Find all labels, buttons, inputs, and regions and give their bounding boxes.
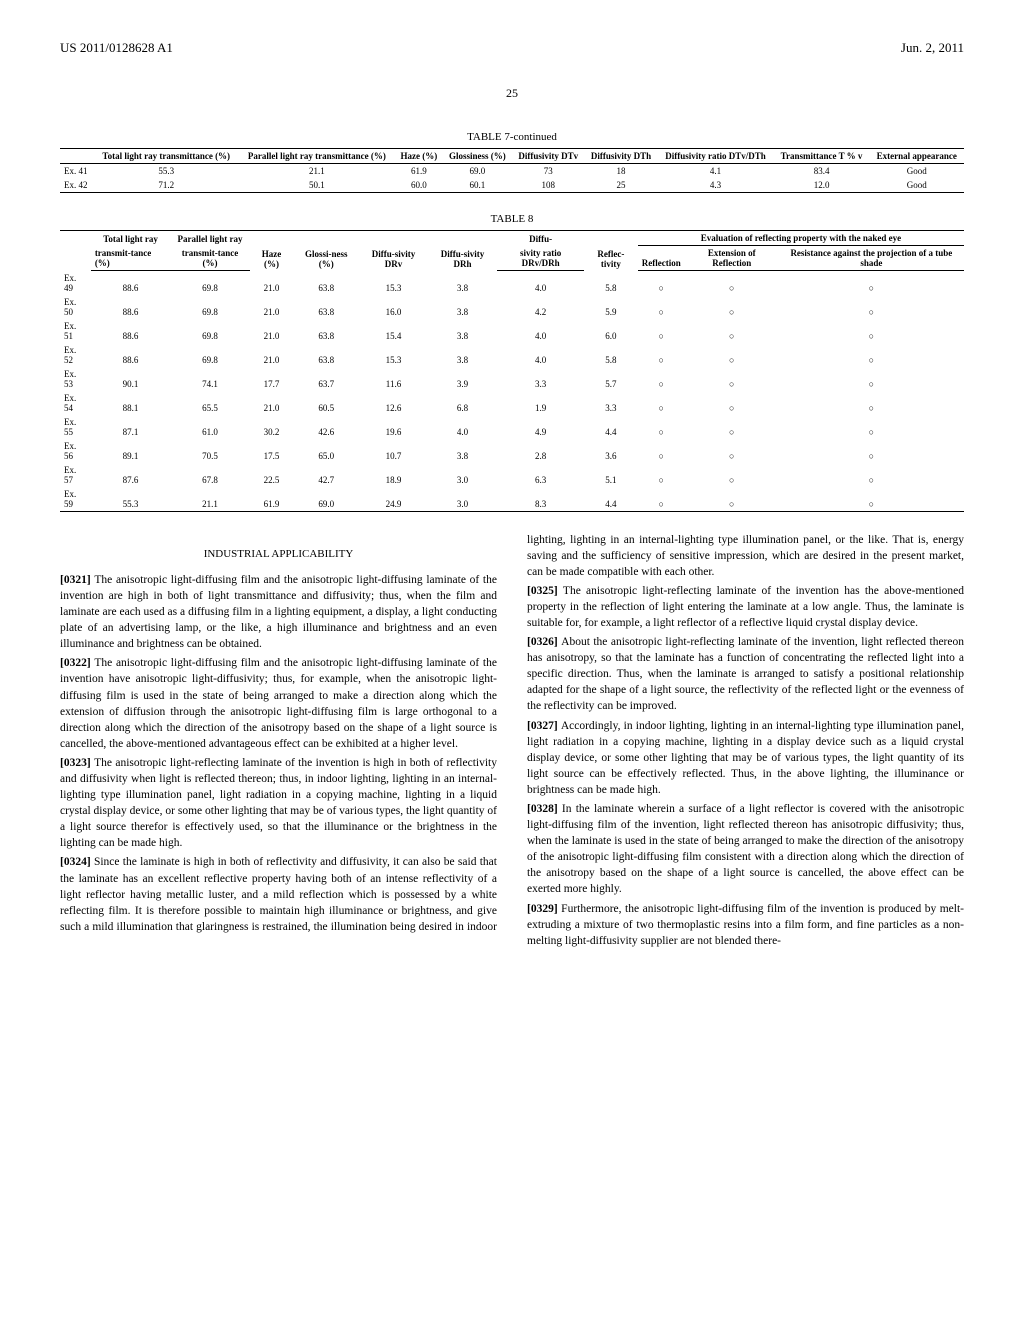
- table-row: Ex. 5955.321.161.969.024.93.08.34.4○○○: [60, 487, 964, 512]
- table-row: Ex. 5288.669.821.063.815.33.84.05.8○○○: [60, 343, 964, 367]
- paragraph: [0328] In the laminate wherein a surface…: [527, 801, 964, 898]
- paragraph: [0325] The anisotropic light-reflecting …: [527, 583, 964, 631]
- paragraph: [0327] Accordingly, in indoor lighting, …: [527, 718, 964, 798]
- paragraph: [0323] The anisotropic light-reflecting …: [60, 755, 497, 852]
- table8: Total light ray Parallel light ray Haze …: [60, 230, 964, 512]
- paragraph: [0326] About the anisotropic light-refle…: [527, 634, 964, 714]
- section-title: INDUSTRIAL APPLICABILITY: [60, 547, 497, 562]
- page-number: 25: [60, 86, 964, 101]
- table-row: Ex. 5390.174.117.763.711.63.93.35.7○○○: [60, 367, 964, 391]
- table-row: Ex. 5587.161.030.242.619.64.04.94.4○○○: [60, 415, 964, 439]
- body-content: INDUSTRIAL APPLICABILITY [0321] The anis…: [60, 532, 964, 949]
- table-row: Ex. 5787.667.822.542.718.93.06.35.1○○○: [60, 463, 964, 487]
- table7-title: TABLE 7-continued: [60, 131, 964, 143]
- doc-date: Jun. 2, 2011: [901, 40, 964, 56]
- paragraph: [0322] The anisotropic light-diffusing f…: [60, 655, 497, 752]
- table-row: Ex. 4155.321.161.969.073184.183.4Good: [60, 164, 964, 179]
- table7: Total light ray transmittance (%)Paralle…: [60, 148, 964, 193]
- table-row: Ex. 4271.250.160.060.1108254.312.0Good: [60, 178, 964, 193]
- table-row: Ex. 4988.669.821.063.815.33.84.05.8○○○: [60, 271, 964, 295]
- table-row: Ex. 5689.170.517.565.010.73.82.83.6○○○: [60, 439, 964, 463]
- table8-title: TABLE 8: [60, 213, 964, 225]
- doc-number: US 2011/0128628 A1: [60, 40, 173, 56]
- paragraph: [0329] Furthermore, the anisotropic ligh…: [527, 901, 964, 949]
- table-row: Ex. 5488.165.521.060.512.66.81.93.3○○○: [60, 391, 964, 415]
- table-row: Ex. 5188.669.821.063.815.43.84.06.0○○○: [60, 319, 964, 343]
- table-row: Ex. 5088.669.821.063.816.03.84.25.9○○○: [60, 295, 964, 319]
- paragraph: [0321] The anisotropic light-diffusing f…: [60, 572, 497, 652]
